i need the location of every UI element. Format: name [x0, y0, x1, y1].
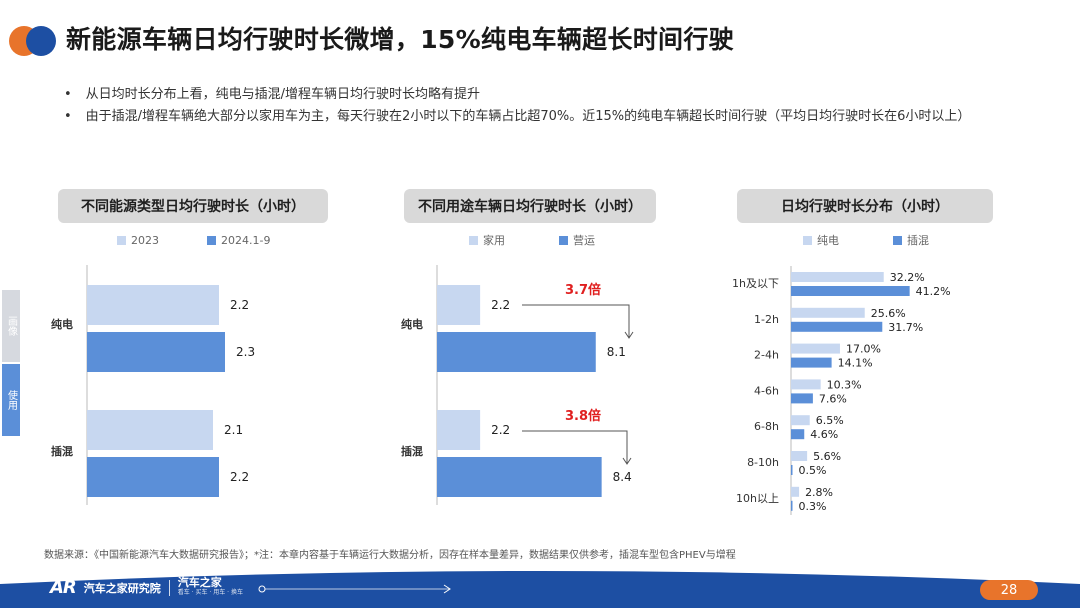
brand-divider [168, 579, 170, 596]
bar [791, 486, 800, 497]
category-label: 插混 [401, 444, 423, 458]
chart1-title: 不同能源类型日均行驶时长（小时） [58, 189, 328, 223]
annotation-arrow-line [522, 430, 628, 464]
side-tab-profile[interactable]: 画像 [2, 290, 20, 362]
bullet-text: 从日均时长分布上看，纯电与插混/增程车辆日均行驶时长均略有提升 [85, 87, 481, 102]
data-label: 4.6% [810, 428, 838, 441]
bar [437, 457, 602, 497]
brand-name: 汽车之家研究院 [83, 581, 161, 595]
category-label: 纯电 [51, 317, 73, 331]
ratio-annotation: 3.8倍 [565, 408, 601, 424]
bullet-dot-icon: • [64, 109, 72, 124]
bar [791, 321, 883, 332]
page-number: 28 [980, 580, 1038, 600]
bar [791, 415, 810, 426]
legend-swatch [803, 236, 812, 245]
legend-label: 营运 [573, 233, 595, 247]
bar [791, 393, 813, 404]
bullet-dot-icon: • [64, 87, 72, 102]
brand-name-secondary: 汽车之家 [177, 575, 222, 589]
bar [791, 307, 865, 318]
bar [437, 332, 596, 372]
bullet-item: • 由于插混/增程车辆绝大部分以家用车为主，每天行驶在2小时以下的车辆占比超70%… [64, 106, 970, 128]
category-label: 2-4h [754, 349, 779, 362]
bar [791, 379, 821, 390]
bullet-list: • 从日均时长分布上看，纯电与插混/增程车辆日均行驶时长均略有提升 • 由于插混/增… [64, 84, 970, 128]
data-label: 2.2 [230, 298, 249, 312]
bar [791, 343, 840, 354]
data-label: 8.1 [607, 345, 626, 359]
bullet-text: 由于插混/增程车辆绝大部分以家用车为主，每天行驶在2小时以下的车辆占比超70%。… [85, 109, 971, 124]
category-label: 4-6h [754, 384, 779, 397]
legend-label: 2023 [131, 234, 159, 247]
brand-tagline: 看车 · 买车 · 用车 · 换车 [177, 588, 243, 596]
annotation-arrow-head-icon [622, 457, 632, 465]
bar [87, 410, 213, 450]
page-title: 新能源车辆日均行驶时长微增，15%纯电车辆超长时间行驶 [66, 25, 734, 54]
category-label: 8-10h [747, 456, 779, 469]
legend-label: 2024.1-9 [221, 234, 270, 247]
brand-mark-icon: AR [50, 577, 77, 598]
legend-label: 纯电 [817, 234, 839, 247]
legend-swatch [893, 236, 902, 245]
bar [791, 357, 832, 368]
bar [791, 451, 808, 461]
category-label: 纯电 [401, 317, 423, 331]
bar [791, 286, 910, 296]
brand-logo: AR 汽车之家研究院 汽车之家 看车 · 买车 · 用车 · 换车 [50, 575, 243, 599]
side-tabs: 画像 使用 [2, 290, 20, 436]
data-label: 7.6% [819, 392, 847, 405]
chart2-title: 不同用途车辆日均行驶时长（小时） [404, 189, 656, 223]
data-label: 0.5% [799, 464, 827, 477]
data-label: 2.2 [491, 298, 510, 312]
legend-swatch [469, 236, 478, 245]
logo-circles-icon [9, 26, 56, 56]
legend-swatch [207, 236, 216, 245]
data-label: 17.0% [846, 343, 881, 356]
annotation-arrow-line [522, 304, 630, 338]
bar [791, 272, 884, 282]
bar [437, 410, 481, 450]
bar [87, 457, 219, 497]
data-label: 2.8% [805, 486, 833, 499]
data-label: 2.3 [236, 345, 255, 359]
data-label: 14.1% [838, 357, 873, 370]
legend-swatch [559, 236, 568, 245]
bar [791, 500, 793, 511]
data-label: 25.6% [871, 307, 906, 320]
ratio-annotation: 3.7倍 [565, 282, 601, 298]
data-label: 2.2 [230, 470, 249, 484]
data-label: 2.2 [491, 423, 510, 437]
legend-swatch [117, 236, 126, 245]
category-label: 插混 [51, 444, 73, 458]
category-label: 1h及以下 [732, 277, 779, 290]
category-label: 1-2h [754, 313, 779, 326]
footer-bar [0, 571, 1080, 608]
bar [87, 285, 219, 325]
data-label: 6.5% [816, 414, 844, 427]
bar [791, 429, 805, 440]
side-tab-usage[interactable]: 使用 [2, 364, 20, 436]
data-label: 31.7% [888, 321, 923, 334]
data-label: 10.3% [827, 378, 862, 391]
data-label: 41.2% [916, 285, 951, 298]
data-label: 0.3% [799, 500, 827, 513]
bar [87, 332, 225, 372]
legend-label: 家用 [483, 233, 505, 247]
annotation-arrow-head-icon [624, 331, 634, 339]
data-source-note: 数据来源：《中国新能源汽车大数据研究报告》；*注：本章内容基于车辆运行大数据分析… [44, 550, 736, 561]
data-label: 2.1 [224, 423, 243, 437]
bar [437, 285, 481, 325]
category-label: 6-8h [754, 420, 779, 433]
data-label: 8.4 [613, 470, 632, 484]
data-label: 32.2% [890, 271, 925, 284]
bar [791, 465, 793, 475]
data-label: 5.6% [813, 450, 841, 463]
legend-label: 插混 [907, 233, 929, 247]
chart3-title: 日均行驶时长分布（小时） [737, 189, 993, 223]
bullet-item: • 从日均时长分布上看，纯电与插混/增程车辆日均行驶时长均略有提升 [64, 84, 970, 106]
category-label: 10h以上 [736, 492, 779, 505]
